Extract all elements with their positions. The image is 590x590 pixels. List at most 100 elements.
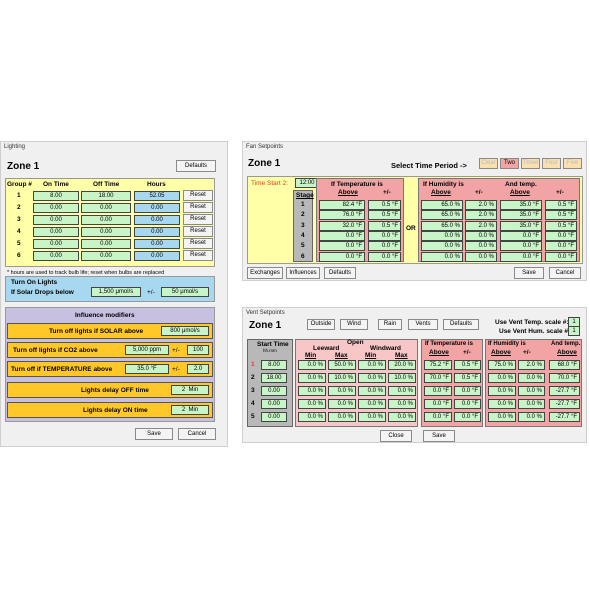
on-time-input[interactable]: 0.00 (33, 251, 79, 261)
humidity-setpoint-input[interactable]: 65.0 % (421, 200, 463, 210)
vent-temp-pm-input[interactable]: 0.5 °F (454, 360, 481, 370)
influences-button[interactable]: Influences (286, 267, 320, 279)
period-button-clear[interactable]: Clear (479, 158, 498, 169)
temp-setpoint-input[interactable]: 32.0 °F (319, 220, 365, 231)
vent-temp-pm-input[interactable]: 0.0 °F (454, 386, 481, 396)
on-time-input[interactable]: 0.00 (33, 203, 79, 213)
fan-defaults-button[interactable]: Defaults (324, 267, 356, 279)
temp-pm-input[interactable]: 0.5 °F (368, 200, 401, 210)
vent-temp-input[interactable]: 0.0 °F (424, 412, 452, 422)
off-time-input[interactable]: 0.00 (81, 227, 131, 237)
vent-humidity-input[interactable]: 75.0 % (488, 360, 516, 370)
delay-off-input[interactable]: 2 Min (171, 385, 209, 395)
leeward-max-input[interactable]: 0.0 % (328, 386, 356, 396)
leeward-max-input[interactable]: 10.0 % (328, 373, 356, 383)
vent-humidity-pm-input[interactable]: 0.0 % (518, 386, 545, 396)
vent-humidity-pm-input[interactable]: 2.0 % (518, 360, 545, 370)
off-time-input[interactable]: 0.00 (81, 203, 131, 213)
vent-humidity-input[interactable]: 0.0 % (488, 399, 516, 409)
period-button-two[interactable]: Two (500, 158, 519, 169)
and-temp-input[interactable]: 35.0 °F (500, 220, 542, 231)
temp-pm-input[interactable]: 0.5 °F (368, 220, 401, 231)
temp-setpoint-input[interactable]: 76.0 °F (319, 210, 365, 221)
reset-button[interactable]: Reset (183, 238, 213, 249)
solar-off-input[interactable]: 800 μmol/s (161, 326, 209, 336)
vent-tab-wind[interactable]: Wind (340, 319, 368, 330)
defaults-button[interactable]: Defaults (176, 160, 216, 172)
and-temp-pm-input[interactable]: 0.0 °F (545, 230, 577, 241)
and-temp-input[interactable]: 35.0 °F (500, 200, 542, 210)
off-time-input[interactable]: 18.00 (81, 191, 131, 201)
vent-tab-defaults[interactable]: Defaults (443, 319, 479, 330)
temp-off-input[interactable]: 35.0 °F (125, 364, 169, 374)
vent-temp-pm-input[interactable]: 0.0 °F (454, 412, 481, 422)
vent-tab-vents[interactable]: Vents (408, 319, 438, 330)
and-temp-pm-input[interactable]: 0.5 °F (545, 200, 577, 210)
temp-pm-input[interactable]: 0.5 °F (368, 210, 401, 221)
and-temp-pm-input[interactable]: 0.0 °F (545, 241, 577, 252)
leeward-min-input[interactable]: 0.0 % (298, 399, 326, 409)
reset-button[interactable]: Reset (183, 250, 213, 261)
solar-drops-input[interactable]: 1,500 μmol/s (91, 287, 141, 297)
temp-pm-input[interactable]: 2.0 (187, 364, 209, 374)
co2-off-input[interactable]: 5,000 ppm (125, 345, 169, 355)
humidity-pm-input[interactable]: 0.0 % (465, 251, 497, 262)
on-time-input[interactable]: 0.00 (33, 239, 79, 249)
start-time-input[interactable]: 18.00 (261, 373, 287, 383)
and-temp-pm-input[interactable]: 0.5 °F (545, 220, 577, 231)
reset-button[interactable]: Reset (183, 202, 213, 213)
windward-max-input[interactable]: 0.0 % (388, 399, 416, 409)
save-button[interactable]: Save (135, 428, 173, 440)
vent-temp-pm-input[interactable]: 0.5 °F (454, 373, 481, 383)
and-temp-input[interactable]: 0.0 °F (500, 251, 542, 262)
start-time-input[interactable]: 0.00 (261, 386, 287, 396)
vent-humidity-input[interactable]: 0.0 % (488, 412, 516, 422)
vent-temp-input[interactable]: 70.0 °F (424, 373, 452, 383)
vent-and-temp-input[interactable]: 70.0 °F (549, 373, 580, 383)
leeward-max-input[interactable]: 0.0 % (328, 399, 356, 409)
leeward-min-input[interactable]: 0.0 % (298, 360, 326, 370)
windward-max-input[interactable]: 20.0 % (388, 360, 416, 370)
humidity-pm-input[interactable]: 2.0 % (465, 200, 497, 210)
off-time-input[interactable]: 0.00 (81, 239, 131, 249)
windward-max-input[interactable]: 10.0 % (388, 373, 416, 383)
reset-button[interactable]: Reset (183, 226, 213, 237)
vent-temp-input[interactable]: 0.0 °F (424, 386, 452, 396)
vent-temp-input[interactable]: 75.2 °F (424, 360, 452, 370)
vent-humidity-input[interactable]: 0.0 % (488, 386, 516, 396)
humidity-pm-input[interactable]: 0.0 % (465, 241, 497, 252)
temp-pm-input[interactable]: 0.0 °F (368, 230, 401, 241)
humidity-setpoint-input[interactable]: 0.0 % (421, 241, 463, 252)
period-button-five[interactable]: Five (563, 158, 582, 169)
humidity-setpoint-input[interactable]: 65.0 % (421, 210, 463, 221)
period-button-three[interactable]: Three (521, 158, 540, 169)
temp-setpoint-input[interactable]: 0.0 °F (319, 241, 365, 252)
start-time-input[interactable]: 0.00 (261, 399, 287, 409)
humidity-pm-input[interactable]: 2.0 % (465, 210, 497, 221)
vent-tab-outside[interactable]: Outside (307, 319, 335, 330)
temp-pm-input[interactable]: 0.0 °F (368, 241, 401, 252)
temp-setpoint-input[interactable]: 0.0 °F (319, 251, 365, 262)
solar-pm-input[interactable]: 50 μmol/s (161, 287, 209, 297)
leeward-min-input[interactable]: 0.0 % (298, 386, 326, 396)
and-temp-input[interactable]: 0.0 °F (500, 241, 542, 252)
humidity-setpoint-input[interactable]: 0.0 % (421, 251, 463, 262)
temp-setpoint-input[interactable]: 0.0 °F (319, 230, 365, 241)
and-temp-input[interactable]: 35.0 °F (500, 210, 542, 221)
and-temp-pm-input[interactable]: 0.5 °F (545, 210, 577, 221)
and-temp-input[interactable]: 0.0 °F (500, 230, 542, 241)
windward-min-input[interactable]: 0.0 % (358, 386, 386, 396)
reset-button[interactable]: Reset (183, 190, 213, 201)
vent-humidity-input[interactable]: 0.0 % (488, 373, 516, 383)
vent-hum-scale-input[interactable]: 1 (568, 326, 580, 336)
vent-temp-pm-input[interactable]: 0.0 °F (454, 399, 481, 409)
off-time-input[interactable]: 0.00 (81, 251, 131, 261)
delay-on-input[interactable]: 2 Min (171, 405, 209, 415)
vent-and-temp-input[interactable]: -27.7 °F (549, 412, 580, 422)
windward-min-input[interactable]: 0.0 % (358, 412, 386, 422)
vent-and-temp-input[interactable]: -27.7 °F (549, 399, 580, 409)
humidity-setpoint-input[interactable]: 0.0 % (421, 230, 463, 241)
period-button-four[interactable]: Four (542, 158, 561, 169)
co2-pm-input[interactable]: 100 (187, 345, 209, 355)
on-time-input[interactable]: 0.00 (33, 227, 79, 237)
